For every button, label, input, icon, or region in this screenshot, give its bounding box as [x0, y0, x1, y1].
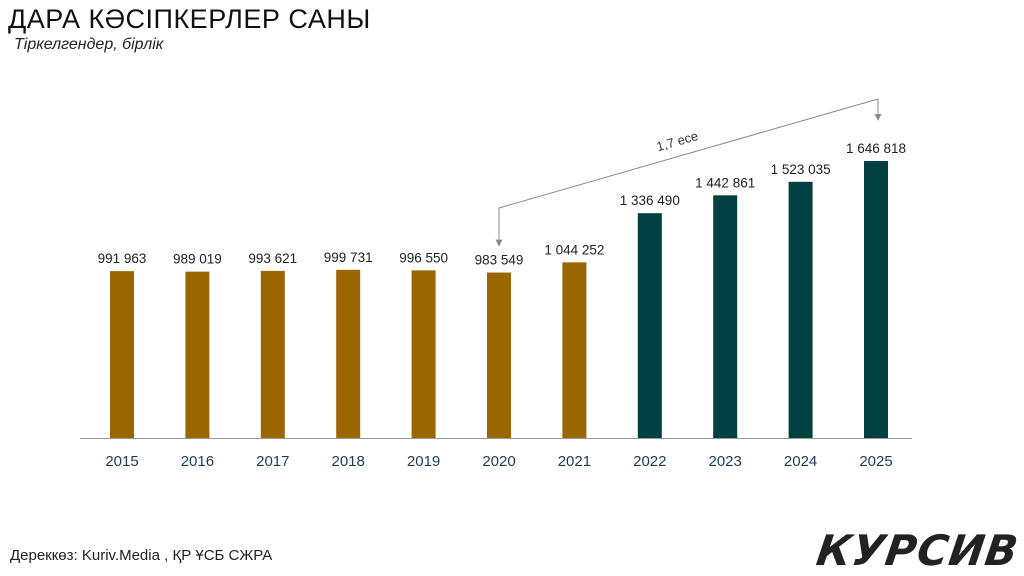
- chart-title: ДАРА КӘСІПКЕРЛЕР САНЫ: [8, 4, 371, 34]
- kursiv-logo: КУРСИВ: [813, 526, 1022, 575]
- value-label-2016: 989 019: [173, 252, 222, 267]
- tick-label-2025: 2025: [859, 453, 892, 470]
- annotation-diagonal: [498, 98, 879, 209]
- value-label-2022: 1 336 490: [620, 193, 680, 208]
- tick-label-2018: 2018: [332, 453, 365, 470]
- annotation-label: 1,7 есе: [655, 128, 700, 154]
- tick-label-2022: 2022: [633, 453, 666, 470]
- bar-2016: [185, 271, 210, 438]
- bar-2020: [487, 272, 511, 438]
- value-label-2019: 996 550: [399, 250, 448, 265]
- tick-label-2020: 2020: [482, 453, 515, 470]
- annotation-right-arrow: [874, 114, 882, 121]
- tick-label-2016: 2016: [181, 453, 214, 470]
- chart-subtitle: Тіркелгендер, бірлік: [14, 36, 164, 53]
- bar-2015: [110, 271, 134, 438]
- value-label-2020: 983 549: [475, 253, 524, 268]
- tick-label-2017: 2017: [256, 453, 289, 470]
- tick-label-2021: 2021: [558, 453, 591, 470]
- value-label-2017: 993 621: [248, 251, 297, 266]
- tick-label-2019: 2019: [407, 453, 440, 470]
- bar-2019: [411, 270, 436, 438]
- value-label-2018: 999 731: [324, 250, 373, 265]
- bar-2017: [260, 270, 285, 438]
- bar-2022: [637, 213, 662, 438]
- bar-2025: [864, 161, 888, 438]
- bar-2021: [562, 262, 587, 438]
- bar-2024: [788, 181, 813, 439]
- annotation-left-arrow: [495, 239, 503, 247]
- value-label-2015: 991 963: [98, 251, 147, 266]
- value-label-2025: 1 646 818: [846, 141, 906, 156]
- tick-label-2023: 2023: [709, 453, 742, 470]
- value-label-2024: 1 523 035: [771, 162, 831, 177]
- tick-label-2015: 2015: [105, 453, 138, 470]
- source-note: Дереккөз: Kuriv.Media , ҚР ҰСБ СЖРА: [10, 547, 273, 564]
- value-label-2023: 1 442 861: [695, 175, 755, 190]
- bar-2023: [713, 195, 738, 438]
- tick-label-2024: 2024: [784, 453, 817, 470]
- value-label-2021: 1 044 252: [544, 242, 604, 257]
- bar-2018: [336, 269, 361, 438]
